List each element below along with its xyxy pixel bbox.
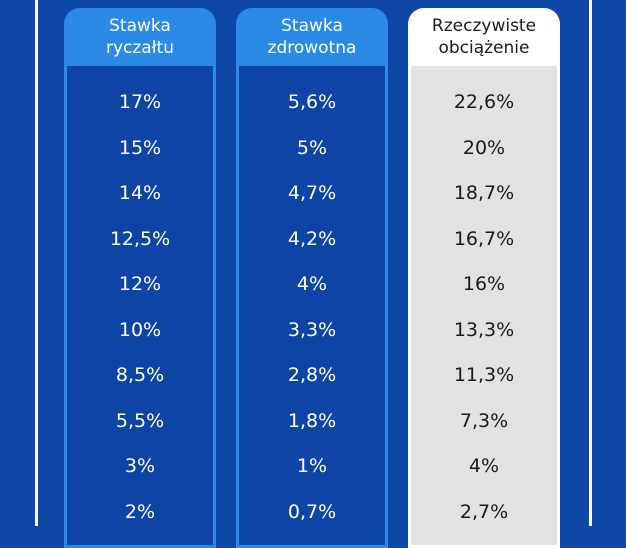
header-line: Rzeczywiste	[431, 16, 537, 36]
left-border-line	[35, 0, 38, 526]
column-header: Stawka ryczałtu	[64, 8, 216, 66]
table-cell: 2%	[124, 500, 156, 523]
table-cell: 12,5%	[109, 227, 171, 250]
table-cell: 4%	[468, 455, 500, 477]
table-cell: 17%	[118, 91, 162, 113]
table-cell: 16%	[462, 273, 506, 295]
table-cell: 5%	[296, 136, 328, 159]
table-cell: 22,6%	[453, 91, 515, 113]
header-line: Stawka	[109, 16, 171, 36]
column-header-text: Stawka zdrowotna	[268, 15, 357, 59]
table-cell: 3,3%	[287, 318, 337, 341]
table-cell: 4,7%	[287, 182, 337, 204]
table-cell: 20%	[462, 136, 506, 159]
column-header-text: Stawka ryczałtu	[106, 15, 174, 59]
column-header: Rzeczywiste obciążenie	[408, 8, 560, 66]
right-border-line	[589, 0, 592, 526]
table-cell: 16,7%	[453, 227, 515, 250]
table-cell: 4,2%	[287, 227, 337, 250]
column-header: Stawka zdrowotna	[236, 8, 388, 66]
table-cell: 14%	[118, 182, 162, 204]
table-cell: 12%	[118, 273, 162, 295]
table-cell: 2,7%	[459, 500, 509, 523]
table-cell: 5,6%	[287, 91, 337, 113]
column-header-text: Rzeczywiste obciążenie	[432, 15, 536, 59]
column-body: 5,6% 5% 4,7% 4,2% 4% 3,3% 2,8% 1,8% 1% 0,7%	[236, 66, 388, 548]
header-line: obciążenie	[438, 38, 530, 58]
table-cell: 2,8%	[287, 364, 337, 386]
actual-burden-column: Rzeczywiste obciążenie 22,6% 20% 18,7% 16,7% 1…	[408, 8, 560, 548]
column-body: 17% 15% 14% 12,5% 12% 10% 8,5% 5,5% 3% 2%	[64, 66, 216, 548]
flat-rate-column: Stawka ryczałtu 17% 15% 14% 12,5% 12% 10% 8,5% 5,…	[64, 8, 216, 548]
table-cell: 7,3%	[459, 409, 509, 432]
header-line: ryczałtu	[105, 38, 174, 58]
table-cell: 10%	[118, 318, 162, 341]
table-cell: 4%	[296, 273, 328, 295]
table-cell: 11,3%	[453, 364, 515, 386]
table-cell: 8,5%	[115, 364, 165, 386]
table-cell: 1,8%	[287, 409, 337, 432]
table-cell: 18,7%	[453, 182, 515, 204]
table-cell: 5,5%	[115, 409, 165, 432]
column-body: 22,6% 20% 18,7% 16,7% 16% 13,3% 11,3% 7,3% 4% 2,7…	[408, 66, 560, 548]
table-cell: 15%	[118, 136, 162, 159]
table-cell: 0,7%	[287, 500, 337, 523]
health-rate-column: Stawka zdrowotna 5,6% 5% 4,7% 4,2% 4% 3,3% 2,8% 1…	[236, 8, 388, 548]
table-cell: 13,3%	[453, 318, 515, 341]
header-line: zdrowotna	[267, 38, 357, 58]
table-cell: 3%	[124, 455, 156, 477]
header-line: Stawka	[281, 16, 343, 36]
table-cell: 1%	[296, 455, 328, 477]
